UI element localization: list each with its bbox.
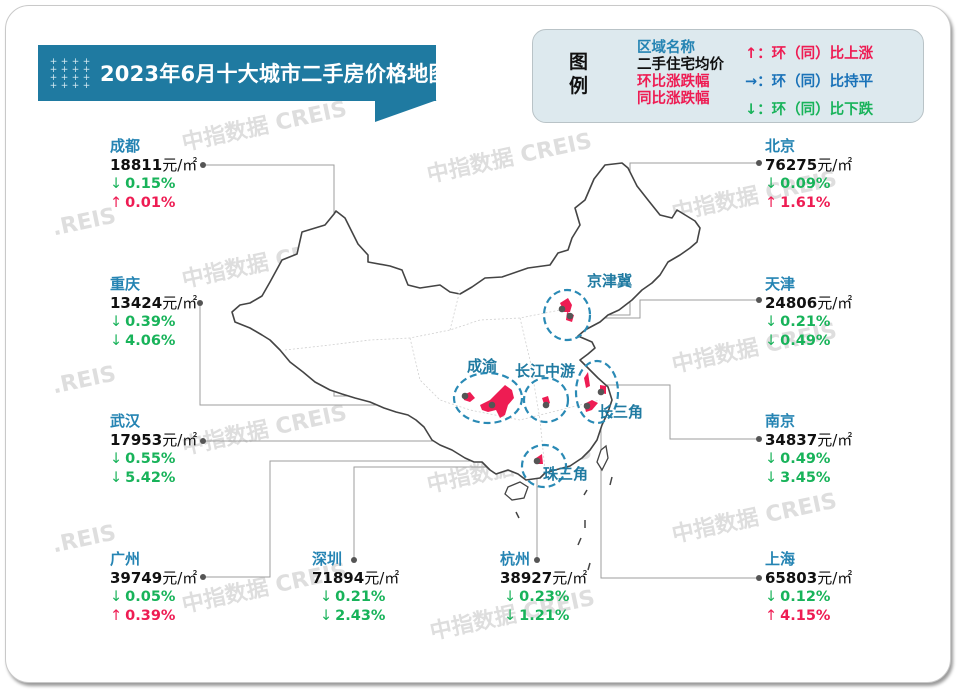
connector-dot — [534, 557, 540, 563]
arrow-down-icon: ↓ — [110, 314, 123, 330]
page-title: 2023年6月十大城市二手房价格地图 — [100, 62, 450, 86]
legend-arrow-flat: →：环（同）比持平 — [745, 74, 874, 90]
arrow-right-icon: → — [745, 74, 758, 90]
arrow-down-icon: ↓ — [745, 102, 758, 118]
connector-dot — [200, 438, 206, 444]
legend-field-price: 二手住宅均价 — [637, 57, 724, 73]
region-label-jingjinji: 京津冀 — [587, 272, 633, 290]
arrow-down-icon: ↓ — [110, 451, 123, 467]
legend-arrow-down: ↓：环（同）比下跌 — [745, 102, 874, 118]
legend-field-yoy: 同比涨跌幅 — [637, 91, 710, 107]
arrow-up-icon: ↑ — [745, 46, 758, 62]
connector-dot — [756, 575, 762, 581]
city-tianjin: 天津 24806元/㎡ ↓ 0.21% ↓ 0.49% — [765, 275, 853, 349]
arrow-down-icon: ↓ — [110, 176, 123, 192]
leader-shenzhen — [353, 466, 515, 560]
legend-fields: 区域名称 二手住宅均价 环比涨跌幅 同比涨跌幅 — [637, 40, 724, 108]
region-label-changjiang: 长江中游 — [515, 362, 576, 380]
city-guangzhou: 广州 39749元/㎡ ↓ 0.05% ↑ 0.39% — [110, 550, 198, 624]
south-china-sea-dashes — [515, 476, 613, 571]
legend-box: 图 例 区域名称 二手住宅均价 环比涨跌幅 同比涨跌幅 ↑：环（同）比上涨 →：… — [532, 29, 924, 123]
arrow-down-icon: ↓ — [765, 470, 778, 486]
arrow-down-icon: ↓ — [110, 333, 123, 349]
leader-shanghai — [600, 413, 758, 579]
leader-tianjin — [576, 299, 758, 319]
region-label-zhusanjiao: 珠三角 — [543, 465, 589, 483]
arrow-up-icon: ↑ — [110, 195, 123, 211]
arrow-up-icon: ↑ — [110, 608, 123, 624]
city-wuhan: 武汉 17953元/㎡ ↓ 0.55% ↓ 5.42% — [110, 412, 198, 486]
city-nanjing: 南京 34837元/㎡ ↓ 0.49% ↓ 3.45% — [765, 412, 853, 486]
region-label-chengyu: 成渝 — [467, 357, 498, 375]
region-circle-changjiang — [522, 376, 570, 424]
connector-dot — [197, 300, 203, 306]
leader-nanjing — [601, 384, 758, 440]
region-circle-chengyu — [452, 371, 524, 425]
title-banner-tail — [375, 100, 437, 122]
leader-guangzhou — [203, 460, 540, 578]
city-chongqing: 重庆 13424元/㎡ ↓ 0.39% ↓ 4.06% — [110, 275, 198, 349]
region-circle-zhusanjiao — [520, 443, 568, 489]
arrow-down-icon: ↓ — [765, 451, 778, 467]
connector-dot — [351, 557, 357, 563]
map-city-dots — [461, 305, 605, 465]
legend-field-mom: 环比涨跌幅 — [637, 74, 710, 90]
city-hangzhou: 杭州 38927元/㎡ ↓ 0.23% ↓ 1.21% — [500, 550, 588, 624]
region-circle-jingjinji — [542, 288, 592, 342]
arrow-down-icon: ↓ — [765, 589, 778, 605]
arrow-down-icon: ↓ — [765, 314, 778, 330]
arrow-down-icon: ↓ — [765, 333, 778, 349]
connector-dot — [756, 297, 762, 303]
arrow-down-icon: ↓ — [110, 470, 123, 486]
arrow-up-icon: ↑ — [765, 195, 778, 211]
connector-dot — [756, 436, 762, 442]
arrow-up-icon: ↑ — [765, 608, 778, 624]
connector-dot — [200, 574, 206, 580]
city-chengdu: 成都 18811元/㎡ ↓ 0.15% ↑ 0.01% — [110, 137, 198, 211]
connector-dot — [756, 160, 762, 166]
dots-grid-icon: + + + + + + + + + + + + + + + + — [49, 57, 91, 91]
arrow-down-icon: ↓ — [504, 589, 517, 605]
china-outline — [231, 162, 701, 481]
arrow-down-icon: ↓ — [320, 589, 333, 605]
taiwan-island — [596, 444, 609, 472]
city-shanghai: 上海 65803元/㎡ ↓ 0.12% ↑ 4.15% — [765, 550, 853, 624]
hainan-island — [504, 481, 529, 501]
legend-arrow-up: ↑：环（同）比上涨 — [745, 46, 874, 62]
arrow-down-icon: ↓ — [110, 589, 123, 605]
title-banner — [38, 45, 436, 101]
region-circles — [452, 288, 620, 489]
arrow-down-icon: ↓ — [504, 608, 517, 624]
connector-dot — [200, 162, 206, 168]
legend-heading: 图 例 — [569, 51, 589, 97]
city-shenzhen: 深圳 71894元/㎡ ↓ 0.21% ↓ 2.43% — [312, 550, 400, 624]
region-label-changsanjiao: 长三角 — [598, 403, 644, 421]
arrow-down-icon: ↓ — [765, 176, 778, 192]
legend-field-region: 区域名称 — [637, 40, 695, 56]
arrow-down-icon: ↓ — [320, 608, 333, 624]
legend-arrows: ↑：环（同）比上涨 →：环（同）比持平 ↓：环（同）比下跌 — [745, 40, 873, 124]
city-beijing: 北京 76275元/㎡ ↓ 0.09% ↑ 1.61% — [765, 137, 853, 211]
region-circle-changsanjiao — [574, 359, 620, 425]
